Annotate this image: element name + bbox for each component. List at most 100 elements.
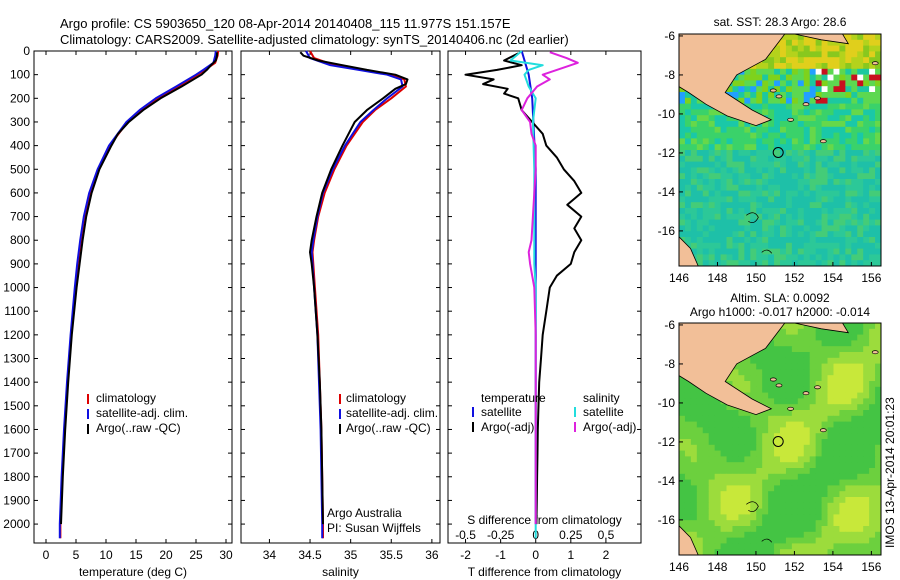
map-cell [791,398,799,405]
map-cell [815,479,822,486]
map-cell [791,144,799,151]
map-cell [726,208,733,215]
map-cell [839,433,846,440]
map-cell [815,231,822,238]
map-cell [738,179,745,186]
map-cell [833,45,840,52]
map-cell [732,537,739,544]
map-cell [845,491,852,498]
map-cell [684,231,692,238]
x2-tick-label: 0.25 [559,528,583,542]
map-cell [815,155,822,162]
map-cell [774,479,781,486]
map-cell [684,462,692,469]
map-cell [744,381,751,388]
map-cell [821,473,828,480]
reef-outline [746,212,759,223]
map-cell [863,248,870,255]
y-tick-label: 0 [23,44,30,58]
map-cell [732,196,739,203]
map-cell [833,468,840,475]
map-cell [768,196,775,203]
map-cell [833,126,840,133]
map-cell [797,439,805,446]
map-cell [726,497,733,504]
map-cell [833,68,840,75]
map-cell [708,537,716,544]
map-cell [791,74,799,81]
map-cell [684,427,692,434]
map-cell [702,508,710,515]
map-cell [833,334,840,341]
y-tick-label: -10 [658,107,676,121]
map-cell [869,97,876,104]
map-cell [750,213,757,220]
map-cell [744,97,751,104]
x-tick-label: 0 [43,548,50,562]
map-cell [762,381,769,388]
map-cell [756,231,763,238]
y-tick-label: 1000 [3,281,30,295]
map-cell [839,369,846,376]
map-cell [869,121,876,128]
map-cell [803,155,811,162]
map-cell [827,543,834,550]
map-cell [851,549,858,556]
map-cell [750,184,757,191]
map-cell [851,39,858,46]
argo-position-marker [772,436,784,447]
map-cell [785,161,793,168]
map-cell [708,549,716,556]
map-cell [690,219,698,226]
map-cell [809,514,817,521]
map-cell [785,68,793,75]
map-cell [797,34,805,41]
map-cell [851,57,858,64]
map-cell [845,57,852,64]
map-cell [875,103,882,110]
map-cell [762,57,769,64]
map-cell [845,173,852,180]
map-cell [785,346,793,353]
map-cell [809,39,817,46]
map-cell [780,392,787,399]
map-cell [851,363,858,370]
map-cell [780,86,787,93]
map-cell [863,184,870,191]
map-cell [845,103,852,110]
map-cell [821,68,828,75]
x2-tick-label: -0.5 [455,528,476,542]
map-cell [785,526,793,533]
map-cell [845,68,852,75]
map-cell [851,531,858,538]
map-cell [690,537,698,544]
map-cell [827,439,834,446]
map-cell [833,155,840,162]
map-cell [726,231,733,238]
map-cell [696,138,704,145]
map-cell [839,514,846,521]
map-cell [851,51,858,58]
map-cell [833,167,840,174]
map-cell [696,208,704,215]
map-cell [809,144,817,151]
map-cell [732,514,739,521]
map-cell [839,485,846,492]
map-cell [785,392,793,399]
map-cell [696,508,704,515]
map-cell [714,190,721,197]
map-cell [690,520,698,527]
map-cell [684,421,692,428]
map-cell [785,531,793,538]
map-cell [756,208,763,215]
map-cell [762,468,769,475]
map-cell [815,473,822,480]
map-cell [690,213,698,220]
map-cell [696,485,704,492]
map-cell [785,485,793,492]
map-cell [690,167,698,174]
map-cell [780,167,787,174]
map-cell [869,173,876,180]
map-cell [690,398,698,405]
island [775,383,783,388]
